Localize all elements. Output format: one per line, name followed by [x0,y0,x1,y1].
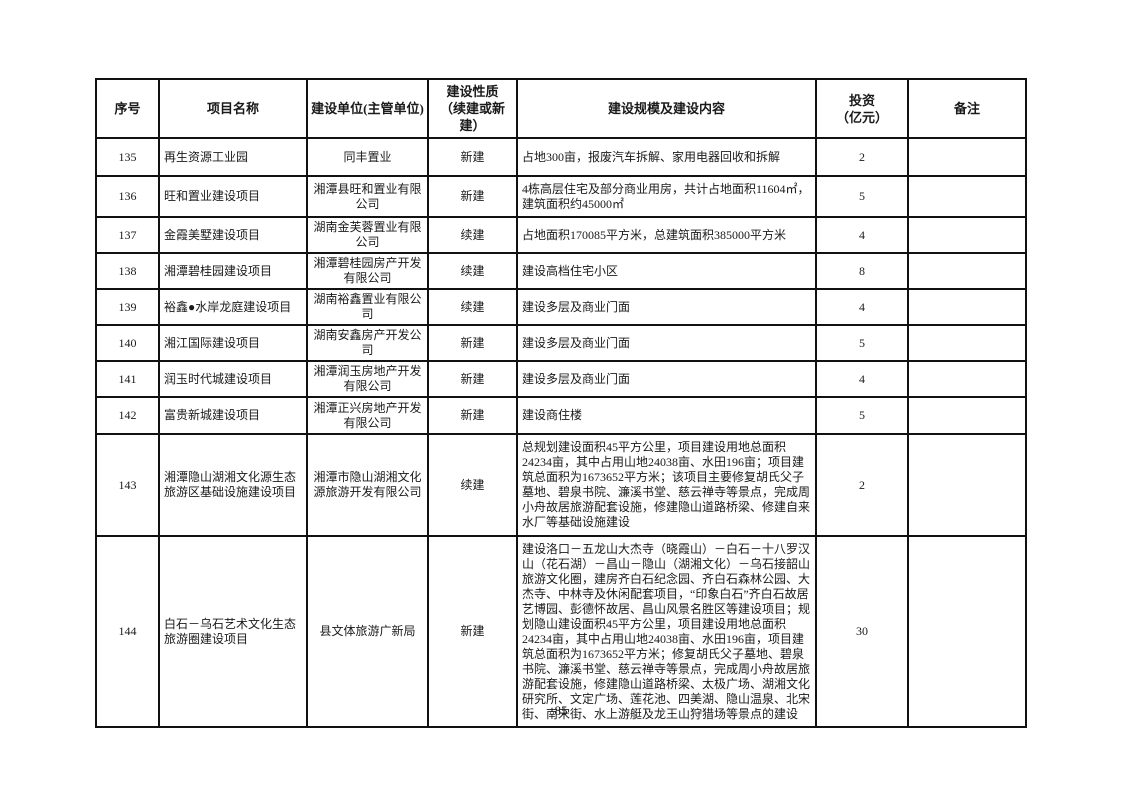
table-row-135: 135 再生资源工业园 同丰置业 新建 占地300亩，报废汽车拆解、家用电器回收… [95,137,1027,177]
cell-project-name: 金霞美墅建设项目 [158,216,308,254]
cell-remark [907,396,1027,435]
col-header-seq: 序号 [95,78,160,139]
cell-seq: 141 [95,360,160,398]
cell-unit: 县文体旅游广新局 [306,535,429,728]
cell-unit: 湘潭正兴房地产开发有限公司 [306,396,429,435]
cell-project-name: 湘潭碧桂园建设项目 [158,252,308,290]
table-row-141: 141 润玉时代城建设项目 湘潭润玉房地产开发有限公司 新建 建设多层及商业门面… [95,360,1027,398]
cell-seq: 142 [95,396,160,435]
table-row-136: 136 旺和置业建设项目 湘潭县旺和置业有限公司 新建 4栋高层住宅及部分商业用… [95,175,1027,218]
cell-remark [907,288,1027,326]
cell-remark [907,216,1027,254]
cell-investment: 8 [815,252,909,290]
col-header-project-name: 项目名称 [158,78,308,139]
table-row-142: 142 富贵新城建设项目 湘潭正兴房地产开发有限公司 新建 建设商住楼 5 [95,396,1027,435]
cell-scale: 建设高档住宅小区 [516,252,817,290]
cell-seq: 138 [95,252,160,290]
cell-seq: 137 [95,216,160,254]
cell-scale: 建设多层及商业门面 [516,288,817,326]
cell-project-name: 富贵新城建设项目 [158,396,308,435]
cell-unit: 湘潭碧桂园房产开发有限公司 [306,252,429,290]
cell-investment: 30 [815,535,909,728]
cell-project-name: 再生资源工业园 [158,137,308,177]
table-row-139: 139 裕鑫●水岸龙庭建设项目 湖南裕鑫置业有限公司 续建 建设多层及商业门面 … [95,288,1027,326]
cell-seq: 143 [95,433,160,537]
cell-nature: 新建 [427,324,518,362]
cell-scale: 占地300亩，报废汽车拆解、家用电器回收和拆解 [516,137,817,177]
cell-unit: 湖南安鑫房产开发公司 [306,324,429,362]
table-row-140: 140 湘江国际建设项目 湖南安鑫房产开发公司 新建 建设多层及商业门面 5 [95,324,1027,362]
cell-scale: 占地面积170085平方米，总建筑面积385000平方米 [516,216,817,254]
cell-project-name: 旺和置业建设项目 [158,175,308,218]
col-header-investment: 投资 （亿元） [815,78,909,139]
cell-investment: 5 [815,324,909,362]
cell-seq: 136 [95,175,160,218]
cell-unit: 湘潭市隐山湖湘文化源旅游开发有限公司 [306,433,429,537]
cell-investment: 4 [815,360,909,398]
cell-seq: 135 [95,137,160,177]
cell-investment: 5 [815,175,909,218]
cell-project-name: 裕鑫●水岸龙庭建设项目 [158,288,308,326]
table-row-144: 144 白石－乌石艺术文化生态旅游圈建设项目 县文体旅游广新局 新建 建设洛口－… [95,535,1027,728]
project-table: 序号 项目名称 建设单位(主管单位) 建设性质 （续建或新建） 建设规模及建设内… [95,78,1027,728]
cell-scale: 总规划建设面积45平方公里，项目建设用地总面积24234亩，其中占用山地2403… [516,433,817,537]
cell-unit: 湘潭县旺和置业有限公司 [306,175,429,218]
cell-project-name: 湘江国际建设项目 [158,324,308,362]
cell-nature: 新建 [427,137,518,177]
cell-unit: 湘潭润玉房地产开发有限公司 [306,360,429,398]
cell-investment: 2 [815,433,909,537]
cell-scale: 4栋高层住宅及部分商业用房，共计占地面积11604㎡，建筑面积约45000㎡ [516,175,817,218]
cell-scale: 建设多层及商业门面 [516,360,817,398]
col-header-nature: 建设性质 （续建或新建） [427,78,518,139]
cell-nature: 续建 [427,433,518,537]
cell-seq: 139 [95,288,160,326]
cell-project-name: 湘潭隐山湖湘文化源生态旅游区基础设施建设项目 [158,433,308,537]
cell-remark [907,324,1027,362]
col-header-investment-line2: （亿元） [835,109,888,125]
cell-remark [907,360,1027,398]
cell-unit: 湖南裕鑫置业有限公司 [306,288,429,326]
col-header-nature-line2: （续建或新建） [439,101,505,133]
table-header-row: 序号 项目名称 建设单位(主管单位) 建设性质 （续建或新建） 建设规模及建设内… [95,78,1027,139]
cell-nature: 续建 [427,216,518,254]
cell-remark [907,252,1027,290]
cell-nature: 续建 [427,252,518,290]
col-header-investment-line1: 投资 [848,92,875,108]
table-row-143: 143 湘潭隐山湖湘文化源生态旅游区基础设施建设项目 湘潭市隐山湖湘文化源旅游开… [95,433,1027,537]
cell-investment: 2 [815,137,909,177]
table-row-137: 137 金霞美墅建设项目 湖南金芙蓉置业有限公司 续建 占地面积170085平方… [95,216,1027,254]
cell-scale: 建设洛口－五龙山大杰寺（晓霞山）－白石－十八罗汉山（花石湖）－昌山－隐山（湖湘文… [516,535,817,728]
page-number: 85 [554,703,568,718]
cell-investment: 4 [815,288,909,326]
col-header-unit: 建设单位(主管单位) [306,78,429,139]
cell-remark [907,137,1027,177]
cell-seq: 144 [95,535,160,728]
cell-scale: 建设商住楼 [516,396,817,435]
cell-remark [907,535,1027,728]
cell-remark [907,175,1027,218]
cell-nature: 新建 [427,396,518,435]
cell-investment: 4 [815,216,909,254]
col-header-scale: 建设规模及建设内容 [516,78,817,139]
cell-scale: 建设多层及商业门面 [516,324,817,362]
cell-nature: 新建 [427,175,518,218]
cell-nature: 新建 [427,535,518,728]
cell-project-name: 润玉时代城建设项目 [158,360,308,398]
cell-unit: 同丰置业 [306,137,429,177]
cell-nature: 新建 [427,360,518,398]
cell-unit: 湖南金芙蓉置业有限公司 [306,216,429,254]
cell-investment: 5 [815,396,909,435]
cell-seq: 140 [95,324,160,362]
cell-remark [907,433,1027,537]
col-header-nature-line1: 建设性质 [446,84,499,99]
table-row-138: 138 湘潭碧桂园建设项目 湘潭碧桂园房产开发有限公司 续建 建设高档住宅小区 … [95,252,1027,290]
col-header-remark: 备注 [907,78,1027,139]
cell-project-name: 白石－乌石艺术文化生态旅游圈建设项目 [158,535,308,728]
cell-nature: 续建 [427,288,518,326]
